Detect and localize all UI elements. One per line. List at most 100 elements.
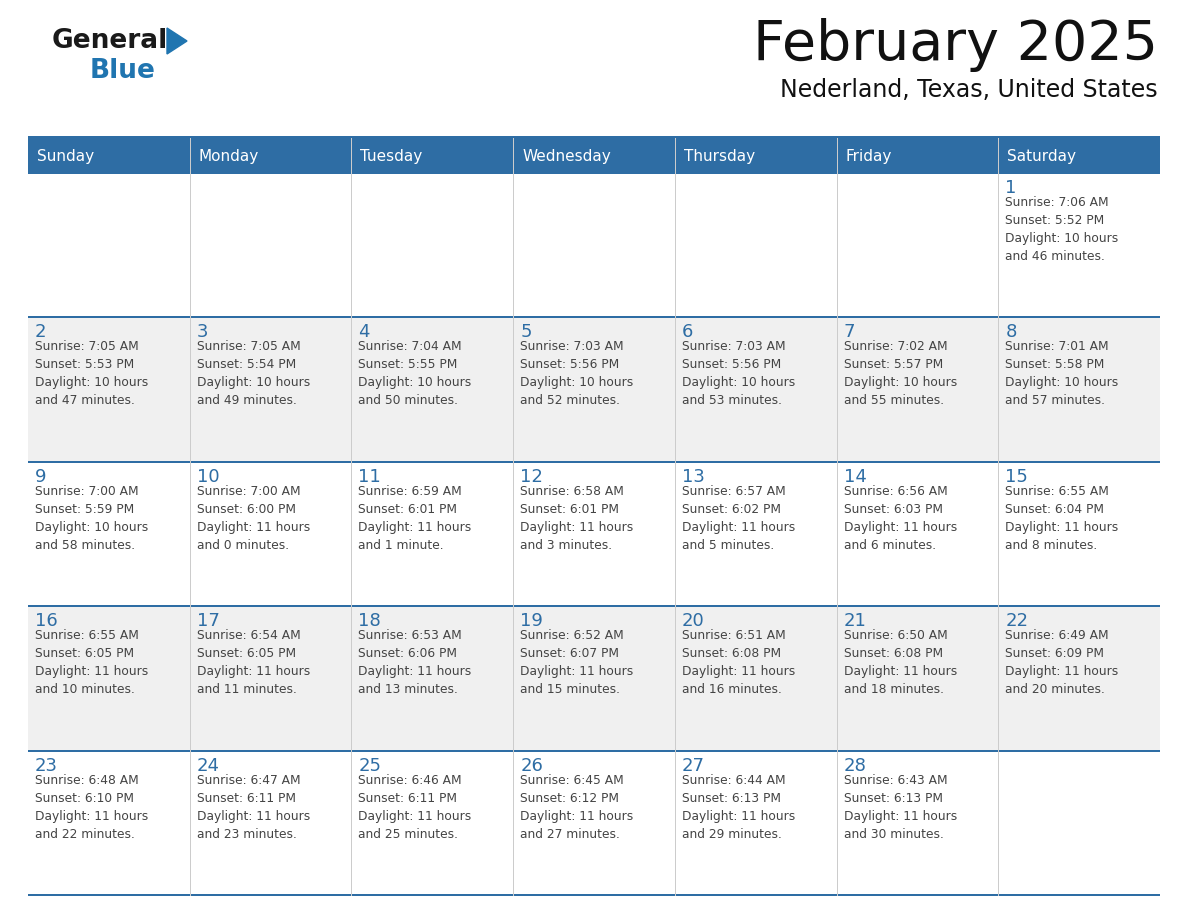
Text: Sunrise: 7:06 AM
Sunset: 5:52 PM
Daylight: 10 hours
and 46 minutes.: Sunrise: 7:06 AM Sunset: 5:52 PM Dayligh… <box>1005 196 1119 263</box>
Text: Sunrise: 7:02 AM
Sunset: 5:57 PM
Daylight: 10 hours
and 55 minutes.: Sunrise: 7:02 AM Sunset: 5:57 PM Dayligh… <box>843 341 956 408</box>
Text: 27: 27 <box>682 756 704 775</box>
Text: Sunrise: 6:48 AM
Sunset: 6:10 PM
Daylight: 11 hours
and 22 minutes.: Sunrise: 6:48 AM Sunset: 6:10 PM Dayligh… <box>34 774 148 841</box>
Text: Sunrise: 6:43 AM
Sunset: 6:13 PM
Daylight: 11 hours
and 30 minutes.: Sunrise: 6:43 AM Sunset: 6:13 PM Dayligh… <box>843 774 956 841</box>
Bar <box>352 752 513 896</box>
Text: 14: 14 <box>843 468 866 486</box>
Text: Blue: Blue <box>90 58 156 84</box>
Bar <box>190 138 352 174</box>
Text: Sunrise: 7:03 AM
Sunset: 5:56 PM
Daylight: 10 hours
and 52 minutes.: Sunrise: 7:03 AM Sunset: 5:56 PM Dayligh… <box>520 341 633 408</box>
Text: Sunrise: 6:59 AM
Sunset: 6:01 PM
Daylight: 11 hours
and 1 minute.: Sunrise: 6:59 AM Sunset: 6:01 PM Dayligh… <box>359 485 472 552</box>
Text: February 2025: February 2025 <box>753 18 1158 72</box>
Bar <box>29 752 190 896</box>
Bar <box>675 319 836 463</box>
Bar <box>675 138 836 174</box>
Text: Tuesday: Tuesday <box>360 149 423 163</box>
Bar <box>675 174 836 319</box>
Bar <box>29 894 1159 896</box>
Text: Friday: Friday <box>846 149 892 163</box>
Bar <box>29 607 190 752</box>
Text: 5: 5 <box>520 323 532 341</box>
Text: 16: 16 <box>34 612 58 630</box>
Text: 10: 10 <box>197 468 220 486</box>
Text: Nederland, Texas, United States: Nederland, Texas, United States <box>781 78 1158 102</box>
Bar <box>29 319 190 463</box>
Bar <box>29 138 190 174</box>
Bar <box>190 319 352 463</box>
Text: Sunrise: 7:01 AM
Sunset: 5:58 PM
Daylight: 10 hours
and 57 minutes.: Sunrise: 7:01 AM Sunset: 5:58 PM Dayligh… <box>1005 341 1119 408</box>
Bar <box>998 752 1159 896</box>
Text: 9: 9 <box>34 468 46 486</box>
Bar <box>513 752 675 896</box>
Text: 17: 17 <box>197 612 220 630</box>
Bar <box>675 607 836 752</box>
Text: 1: 1 <box>1005 179 1017 197</box>
Text: Sunrise: 6:58 AM
Sunset: 6:01 PM
Daylight: 11 hours
and 3 minutes.: Sunrise: 6:58 AM Sunset: 6:01 PM Dayligh… <box>520 485 633 552</box>
Bar <box>513 607 675 752</box>
Polygon shape <box>168 28 187 54</box>
Text: General: General <box>52 28 169 54</box>
Text: Sunrise: 6:50 AM
Sunset: 6:08 PM
Daylight: 11 hours
and 18 minutes.: Sunrise: 6:50 AM Sunset: 6:08 PM Dayligh… <box>843 629 956 696</box>
Bar <box>29 174 190 319</box>
Bar <box>513 463 675 607</box>
Text: 3: 3 <box>197 323 208 341</box>
Bar <box>513 174 675 319</box>
Text: Sunrise: 6:45 AM
Sunset: 6:12 PM
Daylight: 11 hours
and 27 minutes.: Sunrise: 6:45 AM Sunset: 6:12 PM Dayligh… <box>520 774 633 841</box>
Text: Sunrise: 6:54 AM
Sunset: 6:05 PM
Daylight: 11 hours
and 11 minutes.: Sunrise: 6:54 AM Sunset: 6:05 PM Dayligh… <box>197 629 310 696</box>
Bar <box>29 172 1159 174</box>
Text: Sunrise: 7:04 AM
Sunset: 5:55 PM
Daylight: 10 hours
and 50 minutes.: Sunrise: 7:04 AM Sunset: 5:55 PM Dayligh… <box>359 341 472 408</box>
Bar <box>29 461 1159 463</box>
Text: Sunrise: 6:46 AM
Sunset: 6:11 PM
Daylight: 11 hours
and 25 minutes.: Sunrise: 6:46 AM Sunset: 6:11 PM Dayligh… <box>359 774 472 841</box>
Text: Sunrise: 6:47 AM
Sunset: 6:11 PM
Daylight: 11 hours
and 23 minutes.: Sunrise: 6:47 AM Sunset: 6:11 PM Dayligh… <box>197 774 310 841</box>
Text: 15: 15 <box>1005 468 1028 486</box>
Bar <box>513 319 675 463</box>
Bar <box>836 174 998 319</box>
Bar <box>998 463 1159 607</box>
Text: Sunrise: 6:57 AM
Sunset: 6:02 PM
Daylight: 11 hours
and 5 minutes.: Sunrise: 6:57 AM Sunset: 6:02 PM Dayligh… <box>682 485 795 552</box>
Text: Sunrise: 6:44 AM
Sunset: 6:13 PM
Daylight: 11 hours
and 29 minutes.: Sunrise: 6:44 AM Sunset: 6:13 PM Dayligh… <box>682 774 795 841</box>
Bar <box>29 750 1159 752</box>
Text: Sunrise: 6:49 AM
Sunset: 6:09 PM
Daylight: 11 hours
and 20 minutes.: Sunrise: 6:49 AM Sunset: 6:09 PM Dayligh… <box>1005 629 1119 696</box>
Text: 8: 8 <box>1005 323 1017 341</box>
Text: 4: 4 <box>359 323 369 341</box>
Text: 23: 23 <box>34 756 58 775</box>
Text: Sunrise: 7:00 AM
Sunset: 5:59 PM
Daylight: 10 hours
and 58 minutes.: Sunrise: 7:00 AM Sunset: 5:59 PM Dayligh… <box>34 485 148 552</box>
Text: 13: 13 <box>682 468 704 486</box>
Text: 20: 20 <box>682 612 704 630</box>
Bar <box>998 174 1159 319</box>
Text: 19: 19 <box>520 612 543 630</box>
Bar <box>352 319 513 463</box>
Text: Saturday: Saturday <box>1007 149 1076 163</box>
Text: Sunrise: 6:56 AM
Sunset: 6:03 PM
Daylight: 11 hours
and 6 minutes.: Sunrise: 6:56 AM Sunset: 6:03 PM Dayligh… <box>843 485 956 552</box>
Text: Monday: Monday <box>198 149 259 163</box>
Bar <box>998 319 1159 463</box>
Bar <box>352 174 513 319</box>
Text: Sunrise: 7:05 AM
Sunset: 5:54 PM
Daylight: 10 hours
and 49 minutes.: Sunrise: 7:05 AM Sunset: 5:54 PM Dayligh… <box>197 341 310 408</box>
Bar <box>836 319 998 463</box>
Text: Sunrise: 6:51 AM
Sunset: 6:08 PM
Daylight: 11 hours
and 16 minutes.: Sunrise: 6:51 AM Sunset: 6:08 PM Dayligh… <box>682 629 795 696</box>
Bar <box>836 607 998 752</box>
Bar <box>190 463 352 607</box>
Text: 7: 7 <box>843 323 855 341</box>
Text: 25: 25 <box>359 756 381 775</box>
Bar <box>998 138 1159 174</box>
Bar <box>675 463 836 607</box>
Text: 12: 12 <box>520 468 543 486</box>
Bar <box>29 136 1159 138</box>
Bar <box>190 607 352 752</box>
Bar <box>352 138 513 174</box>
Text: 24: 24 <box>197 756 220 775</box>
Text: 18: 18 <box>359 612 381 630</box>
Text: 6: 6 <box>682 323 694 341</box>
Text: Sunrise: 6:55 AM
Sunset: 6:05 PM
Daylight: 11 hours
and 10 minutes.: Sunrise: 6:55 AM Sunset: 6:05 PM Dayligh… <box>34 629 148 696</box>
Text: Sunrise: 7:00 AM
Sunset: 6:00 PM
Daylight: 11 hours
and 0 minutes.: Sunrise: 7:00 AM Sunset: 6:00 PM Dayligh… <box>197 485 310 552</box>
Bar <box>836 752 998 896</box>
Bar <box>836 138 998 174</box>
Bar <box>29 317 1159 319</box>
Text: 21: 21 <box>843 612 866 630</box>
Text: 28: 28 <box>843 756 866 775</box>
Text: 22: 22 <box>1005 612 1029 630</box>
Text: Sunrise: 7:03 AM
Sunset: 5:56 PM
Daylight: 10 hours
and 53 minutes.: Sunrise: 7:03 AM Sunset: 5:56 PM Dayligh… <box>682 341 795 408</box>
Bar <box>836 463 998 607</box>
Text: 2: 2 <box>34 323 46 341</box>
Bar <box>352 607 513 752</box>
